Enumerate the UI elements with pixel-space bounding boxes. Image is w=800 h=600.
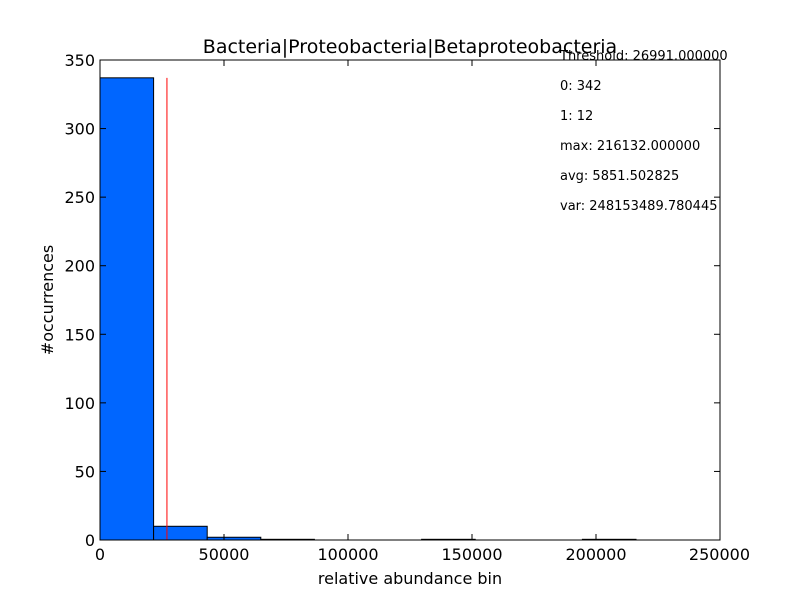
y-tick-label-5: 250 [64,188,95,207]
x-tick-label-0: 0 [95,545,105,564]
stat-zero-count: 0: 342 [560,79,602,94]
x-tick-label-1: 50000 [199,545,250,564]
x-tick-label-5: 250000 [689,545,750,564]
plot-frame [99,59,721,541]
y-tick-label-6: 300 [64,120,95,139]
x-tick-label-3: 150000 [441,545,502,564]
x-tick-label-2: 100000 [317,545,378,564]
y-tick-label-3: 150 [64,325,95,344]
x-axis-label: relative abundance bin [318,569,502,588]
histogram-bar-1 [153,525,208,541]
histogram-bar-0 [99,77,155,541]
y-tick-label-7: 350 [64,51,95,70]
stat-max: max: 216132.000000 [560,139,700,154]
plot-background [100,60,720,540]
y-tick-label-0: 0 [85,531,95,550]
y-tick-label-2: 100 [64,394,95,413]
stat-avg: avg: 5851.502825 [560,169,679,184]
chart-title: Bacteria|Proteobacteria|Betaproteobacter… [203,36,617,58]
y-axis-label: #occurrences [38,245,57,355]
x-tick-label-4: 200000 [565,545,626,564]
ticks-layer: 0 50000 100000 150000 200000 250000 0 50 100 150 2… [64,51,750,564]
stat-threshold: Threshold: 26991.000000 [559,49,728,64]
y-tick-label-4: 200 [64,257,95,276]
y-tick-label-1: 50 [75,462,95,481]
stat-var: var: 248153489.780445 [560,199,718,214]
stat-one-count: 1: 12 [560,109,593,124]
stats-annotations: Threshold: 26991.000000 0: 342 1: 12 max… [559,49,728,214]
